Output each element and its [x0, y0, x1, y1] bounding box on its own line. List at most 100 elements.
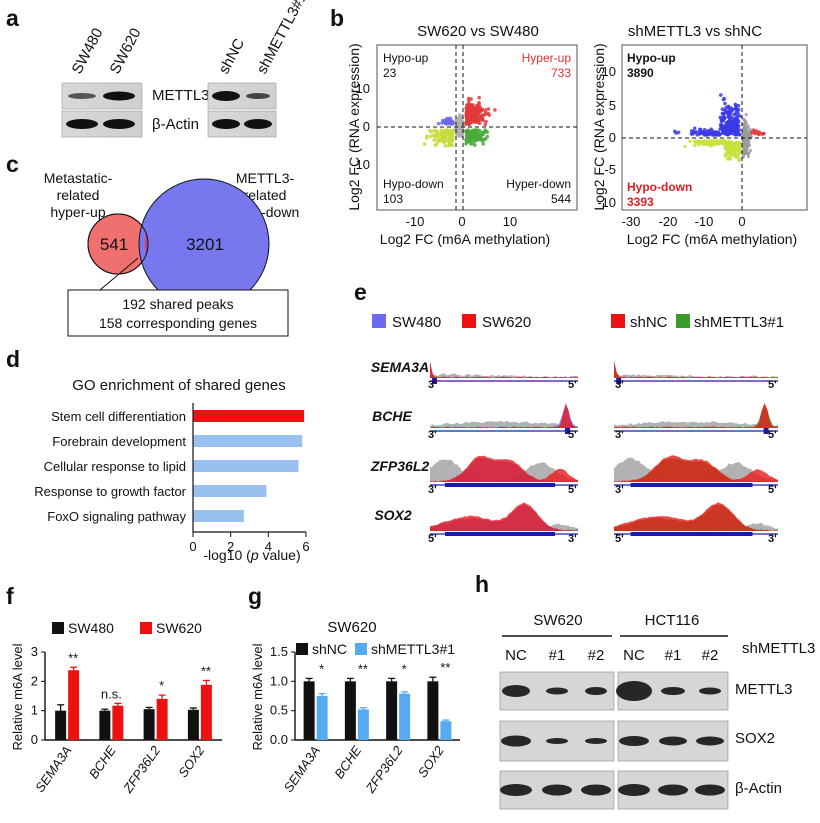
scatter-point-hypo-down: [734, 146, 739, 151]
blot-label-mettl3: METTL3: [152, 87, 210, 104]
shared-peaks-box: [67, 289, 289, 337]
quad-hypo-down-count: 3393: [627, 195, 654, 209]
scatter-point-hyper-down: [481, 142, 486, 146]
h-band: [618, 784, 650, 796]
scatter-point-hypo-up: [729, 131, 733, 136]
scatter-point-hypo-down: [448, 142, 453, 146]
scatter-point-hypo-up: [695, 130, 699, 134]
h-blots: [499, 671, 729, 810]
bar: [316, 696, 328, 740]
h-band: [542, 784, 572, 796]
scatter-right-title: shMETTL3 vs shNC: [628, 23, 762, 40]
scatter-point-hypo-down: [433, 143, 438, 147]
scatter-point-nonsig: [744, 140, 749, 144]
bar: [187, 709, 199, 740]
end-label: 3': [615, 484, 624, 496]
bar: [200, 684, 212, 740]
scatter-point-hypo-down: [431, 133, 436, 138]
go-x-tick-label: 0: [189, 539, 196, 554]
end-label: 3': [615, 429, 624, 441]
go-bar-chart: Stem cell differentiation Forebrain devel…: [34, 403, 310, 554]
scatter-point-hypo-down: [724, 147, 728, 152]
scatter-point-hypo-up: [733, 102, 738, 107]
panel-letter-f: f: [6, 583, 14, 609]
scatter-point-hypo-up: [727, 122, 731, 126]
scatter-point-hypo-up: [722, 96, 726, 101]
scatter-point-hypo-up: [698, 130, 703, 134]
venn-left-count: 541: [100, 235, 128, 254]
venn-outline: [87, 213, 149, 275]
scatter-point-hyper-up: [483, 110, 488, 115]
y-tick: 0: [363, 119, 370, 134]
scatter-point-hyper-up: [493, 108, 497, 112]
go-x-tick-label: 4: [265, 539, 272, 554]
scatter-point-nonsig: [746, 142, 750, 146]
scatter-point-hyper-up: [477, 95, 482, 100]
bar: [99, 710, 111, 740]
scatter-point-hyper-down: [474, 132, 478, 136]
scatter-point-hyper-up: [477, 121, 482, 125]
h-band: [695, 784, 725, 796]
scatter-point-hypo-up: [733, 112, 738, 117]
scatter-point-hypo-up: [719, 93, 723, 97]
panel-letter-b: b: [330, 5, 344, 31]
scatter-point-nonsig: [742, 133, 746, 137]
end-label: 5': [428, 533, 437, 545]
h-band: [546, 687, 568, 695]
y-tick-label: 1.5: [270, 644, 288, 659]
shared-peaks-line1: 192 shared peaks: [122, 296, 233, 312]
coverage-sample-a: [614, 402, 778, 428]
scatter-right-frame: [621, 44, 808, 211]
scatter-point-hyper-down: [469, 142, 473, 146]
end-label: 3': [568, 533, 577, 545]
scatter-point-hypo-down: [450, 131, 455, 136]
x-tick: -10: [406, 214, 425, 229]
scatter-point-hypo-up: [729, 128, 734, 133]
end-label: 5': [568, 484, 577, 496]
bar: [386, 681, 398, 740]
significance-label: **: [358, 661, 368, 676]
scatter-point-hypo-down: [433, 128, 438, 133]
scatter-point-hypo-up: [717, 132, 721, 137]
scatter-point-hypo-up: [734, 129, 738, 134]
scatter-point-hypo-up: [723, 130, 728, 134]
venn-left-label-1: Metastatic-: [44, 170, 113, 186]
scatter-point-hyper-up: [483, 108, 488, 112]
scatter-point-hyper-down: [464, 137, 469, 141]
go-category-label: Forebrain development: [52, 434, 186, 449]
scatter-point-hypo-down: [683, 144, 687, 149]
y-tick-label: 3: [31, 644, 38, 659]
scatter-point-hyper-up: [464, 121, 468, 125]
legend-shmettl3: shMETTL3#1: [694, 314, 784, 331]
legend-swatch: [296, 643, 308, 655]
bar: [55, 710, 67, 740]
scatter-left-title: SW620 vs SW480: [417, 23, 539, 40]
scatter-point-hypo-up: [689, 132, 694, 136]
scatter-point-hypo-down: [695, 140, 700, 144]
scatter-point-hypo-down: [441, 135, 445, 139]
scatter-point-hypo-up: [436, 121, 441, 126]
gene-model-exon: [445, 532, 555, 536]
legend-sw480: SW480: [392, 314, 441, 331]
scatter-point-hypo-up: [719, 124, 723, 128]
scatter-point-hyper-down: [477, 133, 481, 137]
h-lane-label: #1: [549, 647, 566, 664]
h-lane-label: #2: [588, 647, 605, 664]
scatter-point-hyper-down: [480, 137, 485, 142]
category-label: ZFP36L2: [362, 742, 406, 796]
scatter-point-hypo-up: [445, 116, 449, 121]
legend-sw620: SW620: [482, 314, 531, 331]
category-label: SOX2: [175, 742, 208, 780]
end-label: 3': [428, 429, 437, 441]
scatter-point-hypo-up: [723, 108, 727, 112]
quad-hypo-up: Hypo-up: [627, 51, 676, 65]
scatter-point-hypo-up: [712, 133, 717, 137]
x-tick: 0: [738, 214, 745, 229]
h-lane-label: NC: [623, 647, 645, 664]
coverage-sample-a: [430, 403, 578, 428]
x-tick: -20: [659, 214, 678, 229]
lane-label-sw480: SW480: [69, 25, 107, 76]
legend-swatch-shmettl3: [676, 314, 690, 328]
gene-model-exon: [565, 428, 570, 434]
scatter-point-hyper-down: [471, 132, 475, 137]
